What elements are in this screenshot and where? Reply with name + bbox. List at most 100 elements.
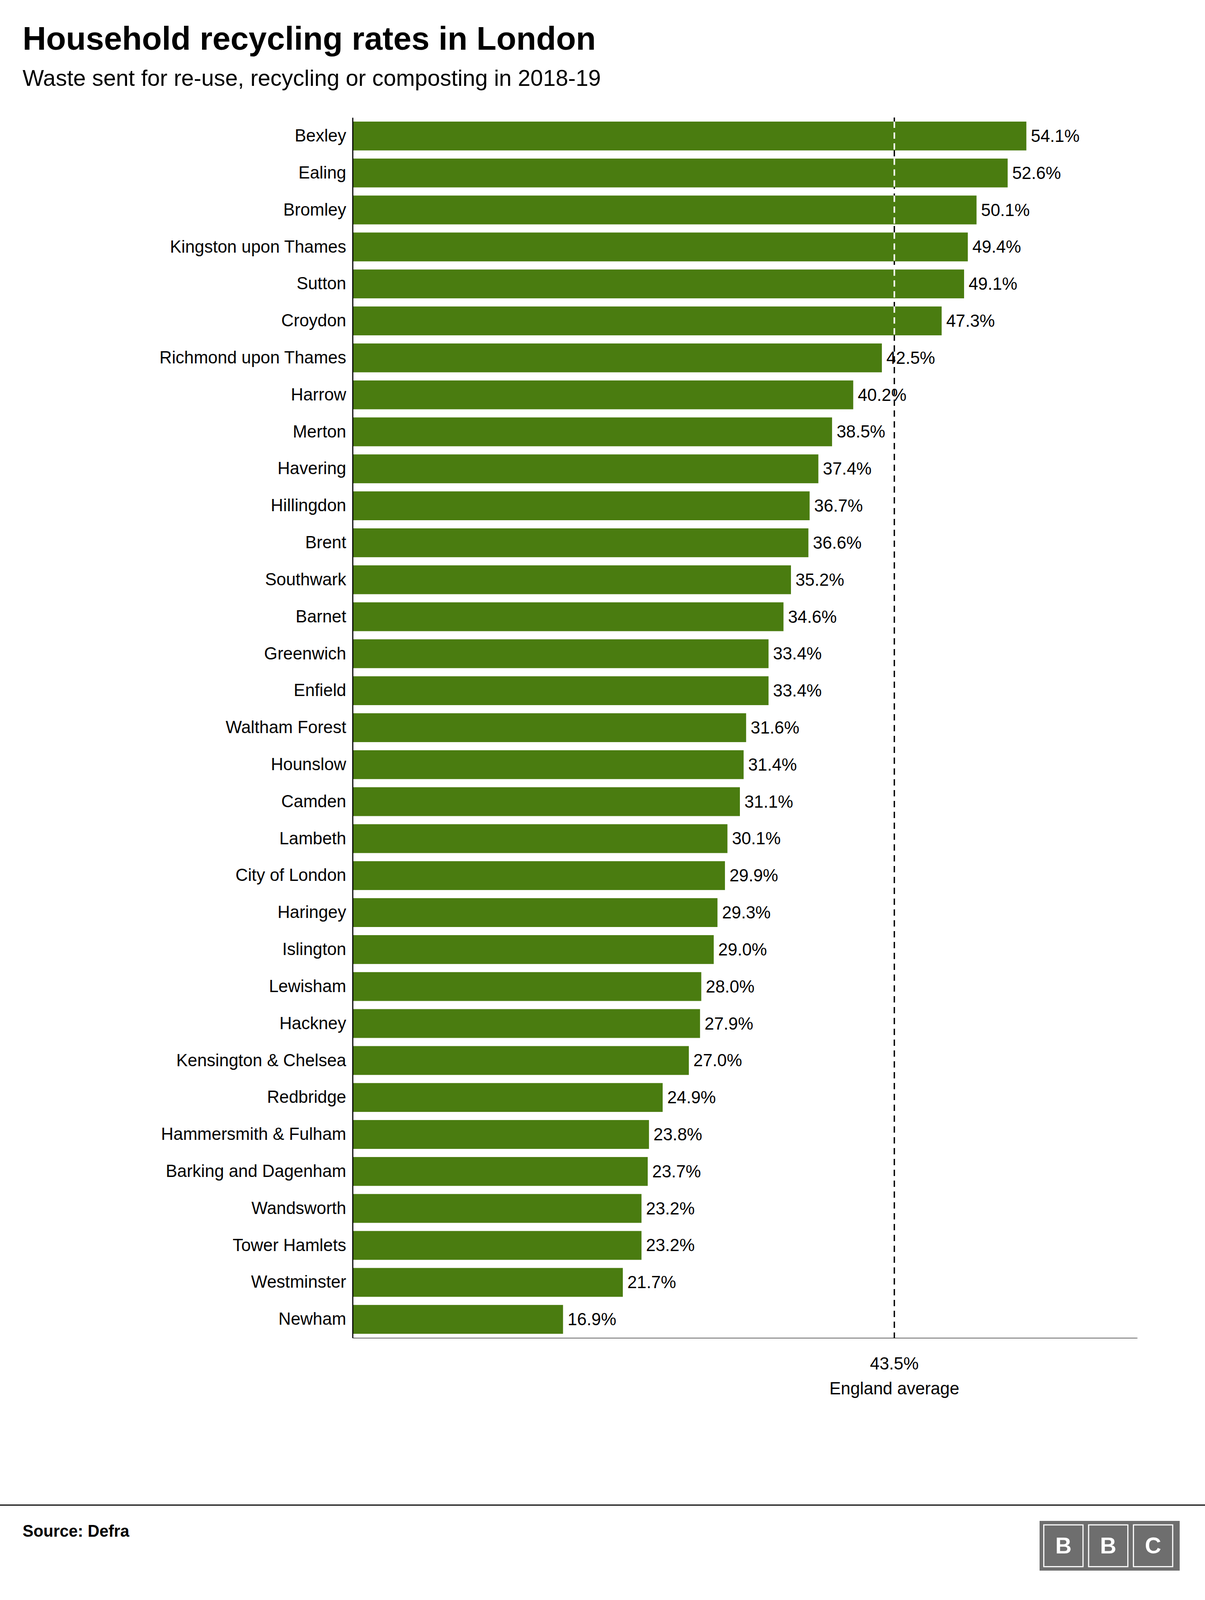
data-labels: 54.1%52.6%50.1%49.4%49.1%47.3%42.5%40.2%… (567, 126, 1080, 1329)
data-label: 23.2% (645, 1199, 695, 1219)
tick: Lewisham (268, 976, 353, 996)
tick: Redbridge (267, 1087, 353, 1107)
logo-box (1088, 1525, 1129, 1567)
data-label: 31.4% (748, 755, 797, 775)
chart: Household recycling rates in LondonWaste… (0, 0, 1205, 1600)
logo-letter: B (1055, 1533, 1072, 1559)
tick-label: Tower Hamlets (232, 1235, 347, 1255)
tick-label: Redbridge (267, 1087, 347, 1107)
tick: Camden (281, 791, 353, 811)
tick-label: Enfield (293, 680, 347, 700)
tick-label: Kensington & Chelsea (176, 1050, 347, 1070)
bar (352, 343, 882, 373)
tick-label: Waltham Forest (225, 717, 347, 737)
tick-label: Islington (282, 939, 347, 959)
data-label: 23.8% (653, 1124, 703, 1144)
bar (352, 1194, 642, 1224)
reference-line-over-bar (893, 269, 896, 299)
data-label: 40.2% (857, 385, 907, 405)
tick-label: Havering (277, 458, 347, 478)
tick: Hounslow (270, 754, 353, 774)
tick-label: Harrow (291, 385, 347, 405)
reference-line-over-bar (893, 306, 896, 336)
tick-label: Sutton (296, 273, 347, 293)
tick-label: Camden (281, 791, 347, 811)
data-label: 35.2% (795, 570, 845, 590)
bar (352, 454, 819, 484)
data-label: 38.5% (836, 422, 886, 442)
tick-label: Bexley (294, 126, 347, 146)
data-label: 54.1% (1030, 126, 1080, 146)
bar (352, 972, 702, 1002)
tick-label: Croydon (281, 310, 347, 330)
tick: Wandsworth (251, 1198, 353, 1218)
tick: Harrow (291, 385, 353, 405)
bar (352, 676, 769, 706)
tick-label: Hounslow (270, 754, 347, 774)
data-label: 29.9% (729, 866, 779, 885)
bar (352, 380, 854, 410)
data-label: 29.0% (718, 940, 768, 960)
axis-line (352, 117, 354, 1339)
bar (352, 565, 791, 595)
bar (352, 1120, 650, 1149)
bar (352, 1082, 663, 1112)
title: Household recycling rates in London (22, 20, 596, 57)
bar (352, 1045, 689, 1075)
bar (352, 787, 740, 817)
tick-label: Newham (278, 1309, 347, 1329)
tick-label: Richmond upon Thames (159, 348, 347, 368)
tick: Tower Hamlets (232, 1235, 353, 1255)
bar (352, 158, 1008, 188)
tick: Merton (292, 422, 353, 442)
data-label: 21.7% (627, 1272, 677, 1292)
tick: Westminster (251, 1272, 353, 1292)
tick: Lambeth (279, 828, 353, 848)
tick-label: Westminster (251, 1272, 347, 1292)
logo: BBC (1039, 1520, 1180, 1571)
tick-label: Barnet (295, 607, 347, 627)
data-label: 16.9% (567, 1309, 617, 1329)
data-label: 47.3% (946, 311, 995, 331)
bar (352, 1157, 648, 1187)
data-label: 29.3% (721, 903, 771, 923)
bar (352, 491, 810, 521)
bar (352, 935, 714, 965)
tick: Ealing (298, 163, 353, 183)
reference-line (893, 117, 895, 1338)
tick-label: Merton (292, 422, 347, 442)
tick: Hillingdon (270, 495, 353, 515)
tick-label: Greenwich (263, 644, 347, 664)
data-label: 49.4% (972, 237, 1022, 257)
bar (352, 639, 769, 669)
bar (352, 861, 725, 890)
logo-letter: C (1144, 1533, 1162, 1559)
data-label: 36.6% (813, 533, 862, 553)
tick: Hackney (279, 1013, 353, 1033)
tick-label: Hammersmith & Fulham (160, 1124, 347, 1144)
bar (352, 1304, 564, 1334)
tick: Sutton (296, 273, 353, 293)
data-label: 30.1% (731, 828, 781, 848)
tick: Waltham Forest (225, 717, 353, 737)
bar (352, 195, 977, 225)
data-label: 27.9% (704, 1014, 754, 1034)
reference-line-over-bar (893, 232, 896, 262)
tick-label: Ealing (298, 163, 347, 183)
tick-label: Lambeth (279, 828, 347, 848)
tick: Hammersmith & Fulham (160, 1124, 353, 1144)
tick-label: Bromley (283, 200, 347, 220)
data-label: 28.0% (706, 977, 755, 997)
bar (352, 898, 718, 928)
data-label: 36.7% (814, 496, 863, 516)
tick-label: Barking and Dagenham (165, 1161, 347, 1181)
tick-label: Haringey (277, 902, 347, 922)
x-axis (353, 1337, 1138, 1339)
data-label: 37.4% (823, 459, 872, 479)
data-label: 23.2% (645, 1235, 695, 1255)
tick: Barking and Dagenham (165, 1161, 353, 1181)
tick-label: City of London (235, 865, 347, 885)
tick: Southwark (264, 569, 353, 589)
tick-label: Lewisham (268, 976, 347, 996)
tick: Enfield (293, 680, 353, 700)
